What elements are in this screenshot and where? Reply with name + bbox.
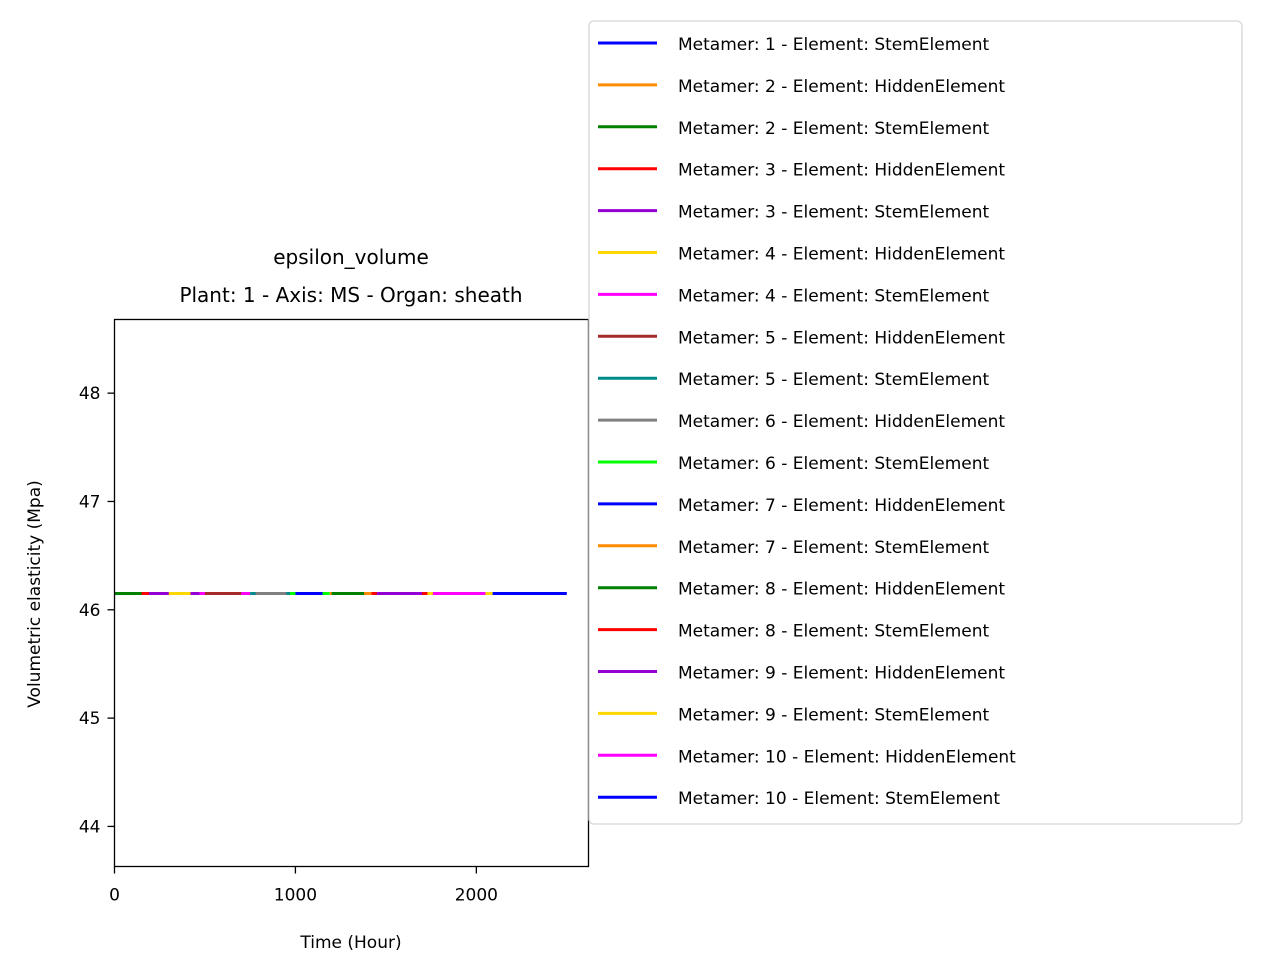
legend-label: Metamer: 2 - Element: HiddenElement	[678, 77, 1005, 97]
legend-label: Metamer: 7 - Element: HiddenElement	[678, 496, 1005, 516]
legend-label: Metamer: 8 - Element: HiddenElement	[678, 580, 1005, 600]
legend-label: Metamer: 5 - Element: HiddenElement	[678, 328, 1005, 348]
legend-label: Metamer: 7 - Element: StemElement	[678, 538, 990, 558]
legend-label: Metamer: 9 - Element: HiddenElement	[678, 664, 1005, 684]
y-tick-label: 44	[79, 817, 101, 837]
y-axis-label: Volumetric elasticity (Mpa)	[25, 480, 45, 708]
x-tick-label: 2000	[455, 886, 498, 906]
y-tick-label: 45	[79, 709, 101, 729]
legend-label: Metamer: 9 - Element: StemElement	[678, 705, 990, 725]
x-tick-label: 1000	[274, 886, 317, 906]
legend-label: Metamer: 4 - Element: HiddenElement	[678, 245, 1005, 265]
legend: Metamer: 1 - Element: StemElement Metamer…	[588, 20, 1243, 825]
legend-label: Metamer: 4 - Element: StemElement	[678, 286, 990, 306]
legend-label: Metamer: 8 - Element: StemElement	[678, 622, 990, 642]
y-tick-label: 47	[79, 492, 101, 512]
legend-label: Metamer: 6 - Element: HiddenElement	[678, 412, 1005, 432]
y-tick-label: 46	[79, 601, 101, 621]
legend-label: Metamer: 3 - Element: StemElement	[678, 203, 990, 223]
legend-label: Metamer: 3 - Element: HiddenElement	[678, 161, 1005, 181]
legend-label: Metamer: 5 - Element: StemElement	[678, 370, 990, 390]
chart-title: epsilon_volume	[273, 245, 429, 269]
legend-label: Metamer: 1 - Element: StemElement	[678, 35, 990, 55]
chart-subtitle: Plant: 1 - Axis: MS - Organ: sheath	[179, 283, 522, 307]
x-axis-ticks: 0 1000 2000	[109, 866, 498, 906]
y-axis-ticks: 44 45 46 47 48	[79, 384, 115, 837]
legend-label: Metamer: 10 - Element: StemElement	[678, 789, 1000, 809]
legend-label: Metamer: 10 - Element: HiddenElement	[678, 747, 1016, 767]
legend-label: Metamer: 2 - Element: StemElement	[678, 119, 990, 139]
legend-label: Metamer: 6 - Element: StemElement	[678, 454, 990, 474]
x-tick-label: 0	[109, 886, 120, 906]
legend-frame	[588, 20, 1243, 825]
x-axis-label: Time (Hour)	[299, 933, 401, 953]
y-tick-label: 48	[79, 384, 101, 404]
